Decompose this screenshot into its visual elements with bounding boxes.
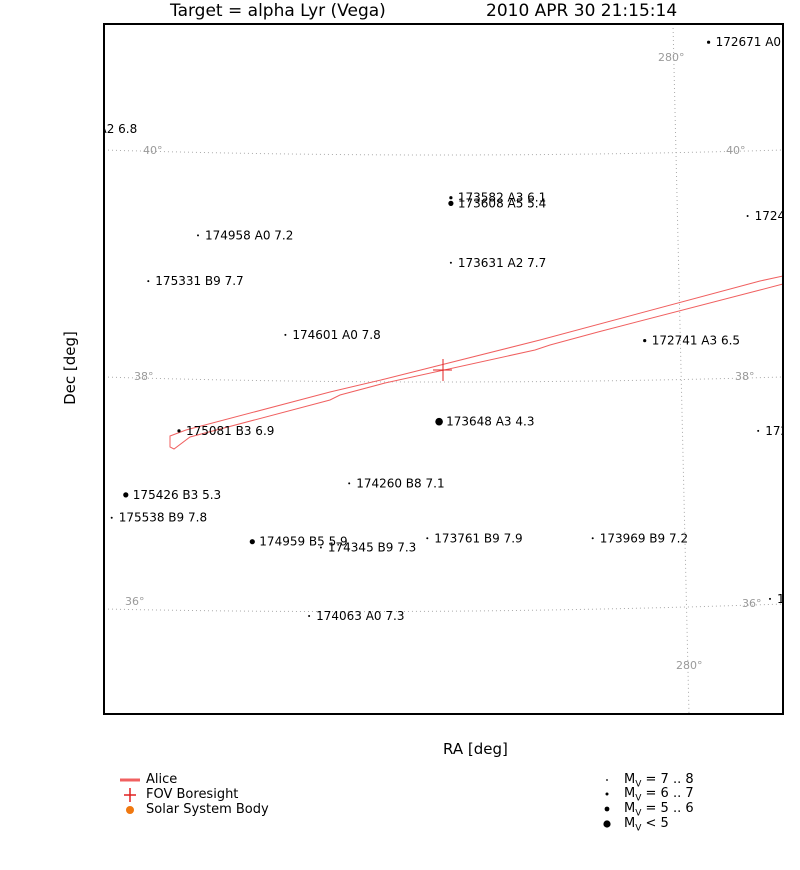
solar-body-dot-icon xyxy=(126,806,134,814)
star-point-173582 xyxy=(449,196,453,200)
star-dot-large-icon xyxy=(603,820,611,828)
dec-grid-label-36-left: 36° xyxy=(125,595,145,608)
grid-labels: 40° 40° 38° 38° 36° 36° 280° 280° xyxy=(125,51,762,672)
star-label-174601: 174601 A0 7.8 xyxy=(292,328,380,342)
legend-label-mag-6-7: MV = 6 .. 7 xyxy=(624,786,694,804)
star-label-176375: 176375 A3 8 xyxy=(0,541,44,555)
star-point-175841 xyxy=(40,128,43,131)
ra-grid-280 xyxy=(672,24,690,714)
star-label-174958: 174958 A0 7.2 xyxy=(205,228,293,242)
dec-grid-label-38-left: 38° xyxy=(134,370,154,383)
star-label-172324: 172324 xyxy=(765,424,800,438)
x-axis-label: RA [deg] xyxy=(443,740,508,758)
dec-grid-label-38-right: 38° xyxy=(735,370,755,383)
star-point-172324 xyxy=(757,429,760,432)
star-point-175081 xyxy=(177,429,181,433)
star-label-173969: 173969 B9 7.2 xyxy=(600,531,688,545)
star-point-173631 xyxy=(449,261,452,264)
star-label-173631: 173631 A2 7.7 xyxy=(458,256,546,270)
legend-label-mag-7-8: MV = 7 .. 8 xyxy=(624,772,694,790)
dec-grid-label-36-right: 36° xyxy=(742,597,762,610)
star-point-174958 xyxy=(197,234,199,237)
star-label-174260: 174260 B8 7.1 xyxy=(356,476,444,490)
star-dot-small-icon xyxy=(605,792,609,796)
boresight-cross-icon xyxy=(124,788,136,802)
star-point-172671 xyxy=(707,40,711,44)
plot-frame xyxy=(103,23,784,715)
legend-label-mag-lt-5: MV < 5 xyxy=(624,816,669,834)
fov-boresight-marker xyxy=(433,359,452,381)
star-point-175331 xyxy=(147,280,150,283)
dec-grid-36 xyxy=(104,603,783,613)
star-point-175538 xyxy=(110,516,113,519)
dec-grid-label-40-right: 40° xyxy=(726,144,746,157)
star-label-173648: 173648 A3 4.3 xyxy=(446,415,534,429)
star-label-172671: 172671 A0 6.1 xyxy=(716,35,800,49)
legend-label-alice: Alice xyxy=(146,772,178,787)
star-dot-medium-icon xyxy=(604,806,610,812)
star-point-173761 xyxy=(426,537,429,540)
star-label-174345: 174345 B9 7.3 xyxy=(328,541,416,555)
star-label-173582: 173582 A3 6.1 xyxy=(458,191,546,205)
star-label-173608: 173608 A5 5.4 xyxy=(458,196,546,210)
dec-grid-40 xyxy=(104,149,783,156)
legend-label-mag-5-6: MV = 5 .. 6 xyxy=(624,801,694,819)
legend-label-fov-boresight: FOV Boresight xyxy=(146,787,239,802)
legend-label-solar-system-body: Solar System Body xyxy=(146,802,269,817)
ra-grid-label-280-top: 280° xyxy=(658,51,685,64)
star-point-173648 xyxy=(435,417,443,426)
star-point-173969 xyxy=(591,537,594,540)
star-point-174601 xyxy=(284,333,287,336)
star-label-172394: 172394 xyxy=(777,592,800,606)
star-label-176582: 176582 B5 6.1 xyxy=(0,236,12,250)
star-point-174345 xyxy=(319,546,322,549)
star-label-172741: 172741 A3 6.5 xyxy=(652,334,740,348)
star-point-175426 xyxy=(123,492,129,498)
star-label-176392: 176392 A0 7.4 xyxy=(0,192,56,206)
star-label-174063: 174063 A0 7.3 xyxy=(316,609,404,623)
dec-grid-label-40-left: 40° xyxy=(143,144,163,157)
star-dot-tiny-icon xyxy=(606,779,608,781)
timestamp-label: 2010 APR 30 21:15:14 xyxy=(486,1,678,21)
star-point-174063 xyxy=(308,615,311,617)
alice-slit-outline xyxy=(169,275,783,450)
star-label-175081: 175081 B3 6.9 xyxy=(186,424,274,438)
star-point-172449 xyxy=(746,215,749,217)
star-label-174959: 174959 B5 5.9 xyxy=(259,535,347,549)
ra-grid-label-280-bottom: 280° xyxy=(676,659,703,672)
target-label: Target = alpha Lyr (Vega) xyxy=(170,1,386,21)
chart-title: Target = alpha Lyr (Vega) 2010 APR 30 21… xyxy=(0,0,800,24)
star-label-176502: 176502 B5 6 xyxy=(0,63,25,77)
star-label-175426: 175426 B3 5.3 xyxy=(133,488,221,502)
star-point-173608 xyxy=(448,200,454,206)
y-axis-label: Dec [deg] xyxy=(61,331,79,405)
star-point-172741 xyxy=(643,339,647,343)
star-label-175841: 175841 A2 6.8 xyxy=(49,122,137,136)
star-label-172449: 172449 A0 xyxy=(755,209,800,223)
star-label-173761: 173761 B9 7.9 xyxy=(434,531,522,545)
star-point-174260 xyxy=(348,482,351,485)
star-label-175538: 175538 B9 7.8 xyxy=(119,511,207,525)
star-label-176318: 176318 B8 5.7 xyxy=(0,346,26,360)
star-label-175331: 175331 B9 7.7 xyxy=(155,274,243,288)
star-point-172394 xyxy=(769,597,771,600)
alice-line-icon xyxy=(120,778,140,782)
star-label-176319: 176319 B9 8 xyxy=(0,524,48,538)
star-point-174959 xyxy=(249,539,255,545)
